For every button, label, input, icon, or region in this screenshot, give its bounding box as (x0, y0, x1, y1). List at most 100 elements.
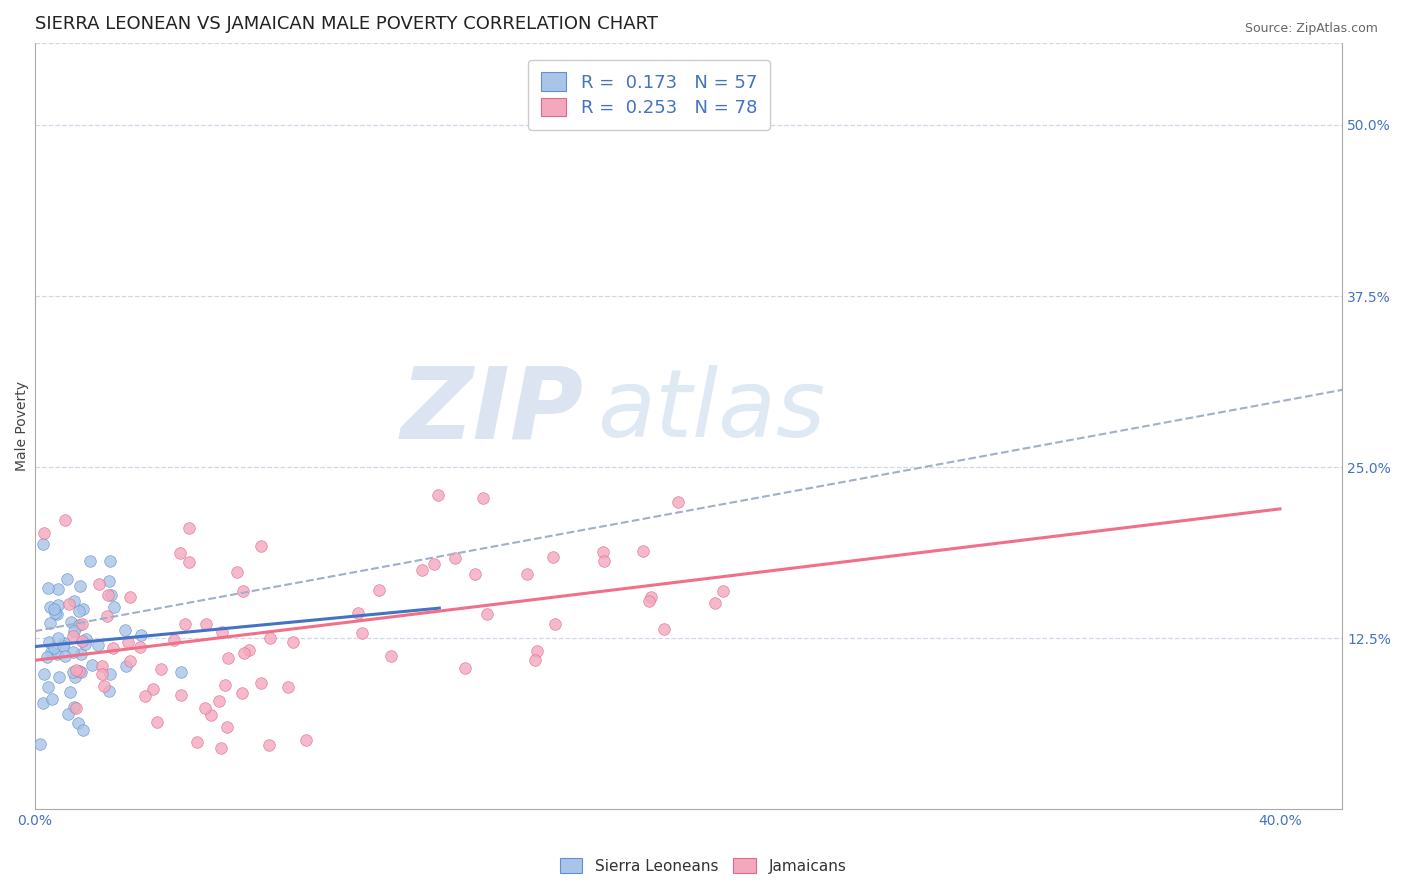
Point (368, 583, 391, 598)
Point (32, 526, 55, 541)
Point (515, 566, 537, 581)
Point (53, 636, 76, 650)
Point (66, 716, 89, 731)
Point (100, 588, 122, 602)
Point (75, 632, 97, 646)
Point (72, 601, 94, 615)
Point (666, 495, 689, 509)
Point (38, 635, 60, 649)
Point (209, 740, 232, 755)
Point (295, 732, 318, 747)
Point (217, 720, 239, 734)
Point (30, 738, 52, 752)
Point (58, 684, 80, 698)
Point (98, 553, 121, 567)
Point (174, 616, 197, 631)
Point (46, 598, 69, 612)
Point (41, 692, 63, 706)
Point (380, 648, 402, 663)
Point (44, 606, 66, 620)
Point (114, 659, 136, 673)
Point (146, 715, 169, 730)
Point (80, 657, 103, 672)
Point (67, 664, 90, 678)
Point (72, 634, 94, 648)
Point (633, 544, 655, 558)
Point (426, 488, 449, 502)
Point (42, 601, 65, 615)
Point (411, 563, 433, 577)
Point (170, 688, 193, 702)
Point (37, 680, 59, 694)
Point (177, 521, 200, 535)
Point (46, 582, 69, 596)
Point (98, 666, 121, 681)
Point (217, 651, 239, 665)
Legend: R =  0.173   N = 57, R =  0.253   N = 78: R = 0.173 N = 57, R = 0.253 N = 78 (529, 60, 770, 130)
Point (87, 577, 110, 591)
Point (69, 578, 91, 592)
Point (73, 637, 96, 651)
Point (120, 590, 142, 604)
Point (103, 599, 125, 614)
Point (170, 665, 193, 679)
Point (200, 708, 222, 723)
Point (63, 624, 86, 638)
Point (90, 667, 112, 681)
Point (163, 632, 186, 647)
Point (70, 616, 93, 631)
Point (62, 665, 84, 680)
Point (32, 667, 55, 681)
Point (46, 607, 69, 621)
Point (142, 681, 165, 696)
Point (96, 609, 118, 624)
Point (259, 738, 281, 752)
Point (42, 640, 65, 655)
Point (58, 707, 80, 722)
Point (713, 584, 735, 599)
Point (98, 684, 121, 698)
Point (592, 554, 614, 568)
Point (39, 615, 62, 630)
Point (60, 615, 83, 630)
Legend: Sierra Leoneans, Jamaicans: Sierra Leoneans, Jamaicans (554, 852, 852, 880)
Point (524, 653, 547, 667)
Point (117, 635, 139, 649)
Point (444, 551, 467, 566)
Point (51, 640, 73, 654)
Point (129, 640, 152, 654)
Text: atlas: atlas (598, 365, 825, 456)
Point (91, 658, 114, 673)
Point (169, 546, 191, 560)
Point (423, 558, 446, 572)
Point (233, 646, 256, 660)
Point (46, 647, 69, 661)
Point (39, 645, 62, 659)
Point (543, 550, 565, 565)
Point (48, 670, 70, 684)
Y-axis label: Male Poverty: Male Poverty (15, 381, 30, 471)
Point (87, 638, 110, 652)
Point (177, 555, 200, 569)
Text: ZIP: ZIP (401, 362, 583, 459)
Point (134, 689, 156, 703)
Point (118, 655, 141, 669)
Point (62, 645, 84, 659)
Point (65, 700, 87, 714)
Point (652, 622, 675, 636)
Point (70, 665, 93, 679)
Point (231, 686, 253, 700)
Point (277, 680, 299, 694)
Point (37, 582, 59, 596)
Point (65, 663, 87, 677)
Point (250, 539, 273, 553)
Point (131, 628, 153, 642)
Point (638, 594, 661, 608)
Point (37, 649, 59, 664)
Point (97, 588, 120, 602)
Point (526, 644, 548, 658)
Point (114, 623, 136, 637)
Point (211, 624, 233, 639)
Point (186, 734, 208, 748)
Point (283, 634, 305, 648)
